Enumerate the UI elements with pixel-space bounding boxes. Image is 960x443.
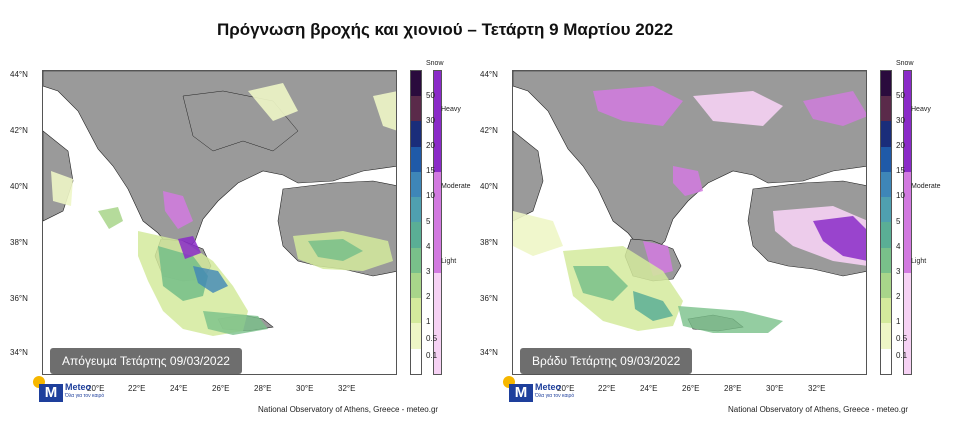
lon-label: 24°E bbox=[170, 384, 188, 393]
lat-label: 42°N bbox=[480, 126, 498, 135]
lon-label: 28°E bbox=[254, 384, 272, 393]
page-title: Πρόγνωση βροχής και χιονιού – Τετάρτη 9 … bbox=[216, 20, 674, 39]
rain-tick: 0.1 bbox=[426, 351, 438, 360]
snow-level-label: Moderate bbox=[441, 183, 471, 190]
rain-tick: 30 bbox=[426, 116, 435, 125]
lon-label: 22°E bbox=[598, 384, 616, 393]
period-label: Βράδυ Τετάρτης 09/03/2022 bbox=[520, 348, 693, 374]
rain-tick: 4 bbox=[896, 242, 901, 251]
credit-text: National Observatory of Athens, Greece -… bbox=[728, 405, 909, 414]
meteo-logo: M Meteo Όλα για τον καιρό bbox=[503, 376, 583, 408]
map-graphic bbox=[43, 71, 396, 336]
rain-tick: 10 bbox=[896, 191, 905, 200]
lon-label: 30°E bbox=[296, 384, 314, 393]
lon-label: 30°E bbox=[766, 384, 784, 393]
rain-tick: 20 bbox=[896, 141, 905, 150]
rain-colorbar bbox=[880, 70, 892, 375]
lon-label: 28°E bbox=[724, 384, 742, 393]
snow-level-label: Heavy bbox=[911, 106, 931, 113]
precipitation-map bbox=[512, 70, 867, 375]
logo-brand: Meteo bbox=[535, 382, 562, 392]
rain-tick: 0.5 bbox=[896, 334, 908, 343]
lat-label: 36°N bbox=[10, 294, 28, 303]
rain-tick: 1 bbox=[426, 317, 431, 326]
lat-label: 44°N bbox=[10, 70, 28, 79]
logo-mark: M bbox=[39, 384, 63, 402]
logo-mark: M bbox=[509, 384, 533, 402]
period-label: Απόγευμα Τετάρτης 09/03/2022 bbox=[50, 348, 242, 374]
snow-colorbar bbox=[433, 70, 442, 375]
lat-label: 44°N bbox=[480, 70, 498, 79]
rain-tick: 4 bbox=[426, 242, 431, 251]
snow-level-label: Heavy bbox=[441, 106, 461, 113]
lat-label: 40°N bbox=[10, 182, 28, 191]
logo-tagline: Όλα για τον καιρό bbox=[535, 393, 575, 399]
rain-tick: 15 bbox=[896, 166, 905, 175]
rain-tick: 3 bbox=[896, 267, 901, 276]
lat-label: 38°N bbox=[480, 238, 498, 247]
rain-tick: 2 bbox=[426, 292, 431, 301]
rain-tick: 50 bbox=[426, 91, 435, 100]
snow-level-label: Light bbox=[911, 258, 927, 265]
rain-tick: 50 bbox=[896, 91, 905, 100]
lat-label: 38°N bbox=[10, 238, 28, 247]
lat-label: 40°N bbox=[480, 182, 498, 191]
map-graphic bbox=[513, 71, 866, 333]
rain-tick: 0.5 bbox=[426, 334, 438, 343]
rain-tick: 2 bbox=[896, 292, 901, 301]
snow-colorbar bbox=[903, 70, 912, 375]
lon-label: 22°E bbox=[128, 384, 146, 393]
rain-tick: 1 bbox=[896, 317, 901, 326]
forecast-panel-afternoon: 44°N 42°N 40°N 38°N 36°N 34°N bbox=[0, 60, 471, 418]
lon-label: 20°E bbox=[557, 384, 575, 393]
lon-label: 32°E bbox=[338, 384, 356, 393]
rain-colorbar bbox=[410, 70, 422, 375]
precipitation-map bbox=[42, 70, 397, 375]
rain-tick: 0.1 bbox=[896, 351, 908, 360]
lat-label: 34°N bbox=[10, 348, 28, 357]
lat-label: 34°N bbox=[480, 348, 498, 357]
meteo-logo: M Meteo Όλα για τον καιρό bbox=[33, 376, 113, 408]
forecast-panel-evening: 44°N 42°N 40°N 38°N 36°N 34°N 20°E 22°E bbox=[470, 60, 941, 418]
lon-label: 26°E bbox=[212, 384, 230, 393]
snow-legend-title: Snow bbox=[896, 60, 914, 67]
rain-tick: 20 bbox=[426, 141, 435, 150]
credit-text: National Observatory of Athens, Greece -… bbox=[258, 405, 439, 414]
lat-label: 36°N bbox=[480, 294, 498, 303]
rain-tick: 15 bbox=[426, 166, 435, 175]
lon-label: 26°E bbox=[682, 384, 700, 393]
rain-tick: 5 bbox=[896, 217, 901, 226]
rain-tick: 30 bbox=[896, 116, 905, 125]
rain-tick: 3 bbox=[426, 267, 431, 276]
logo-brand: Meteo bbox=[65, 382, 92, 392]
lon-label: 32°E bbox=[808, 384, 826, 393]
snow-level-label: Light bbox=[441, 258, 457, 265]
snow-level-label: Moderate bbox=[911, 183, 941, 190]
lon-label: 24°E bbox=[640, 384, 658, 393]
logo-tagline: Όλα για τον καιρό bbox=[65, 393, 105, 399]
lon-label: 20°E bbox=[87, 384, 105, 393]
lat-label: 42°N bbox=[10, 126, 28, 135]
rain-tick: 10 bbox=[426, 191, 435, 200]
snow-legend-title: Snow bbox=[426, 60, 444, 67]
rain-tick: 5 bbox=[426, 217, 431, 226]
